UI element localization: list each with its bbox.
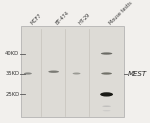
Bar <box>21 26 124 117</box>
Text: 40KD: 40KD <box>5 51 19 56</box>
Text: 35KD: 35KD <box>5 71 19 76</box>
Ellipse shape <box>48 70 59 73</box>
Text: BT-474: BT-474 <box>55 10 71 25</box>
Text: MCF7: MCF7 <box>29 12 42 25</box>
Ellipse shape <box>103 110 111 111</box>
Text: 25KD: 25KD <box>5 92 19 97</box>
Ellipse shape <box>102 106 111 107</box>
Ellipse shape <box>101 52 112 55</box>
Text: MEST: MEST <box>128 70 147 77</box>
Text: Mouse testis: Mouse testis <box>108 0 133 25</box>
Text: HT-29: HT-29 <box>78 12 92 25</box>
Ellipse shape <box>24 72 32 75</box>
Ellipse shape <box>73 73 81 75</box>
Ellipse shape <box>101 72 112 75</box>
Ellipse shape <box>100 92 113 97</box>
